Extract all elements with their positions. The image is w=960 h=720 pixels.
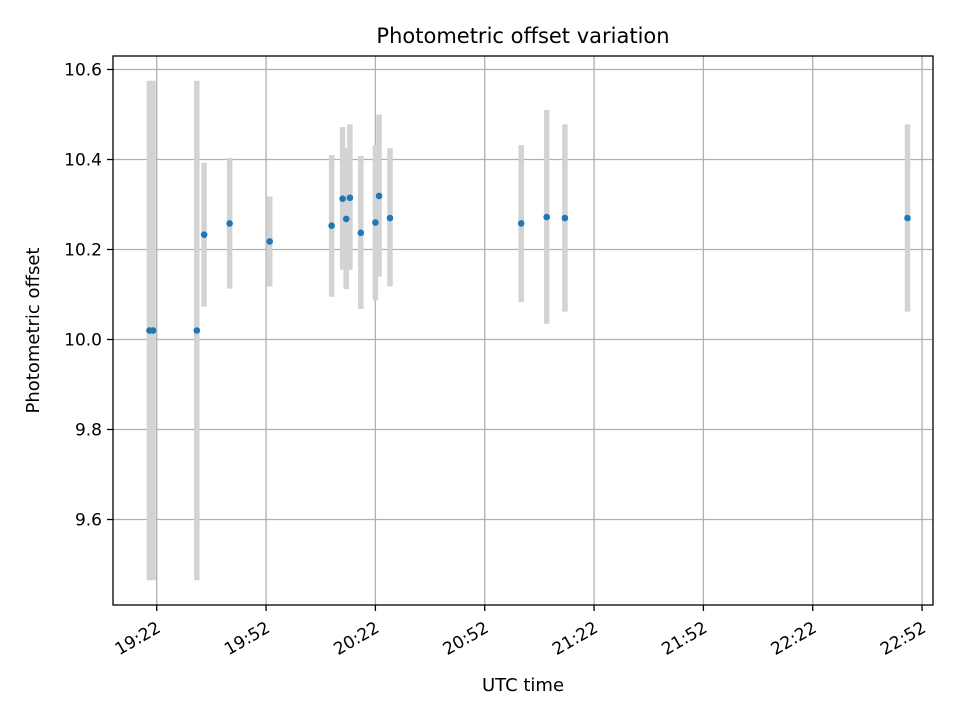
chart-title: Photometric offset variation <box>376 24 669 48</box>
y-tick-label: 9.6 <box>75 511 102 531</box>
y-tick-label: 9.8 <box>75 421 102 441</box>
y-tick-label: 10.0 <box>64 331 102 351</box>
x-axis-title: UTC time <box>482 675 564 696</box>
x-tick-label: 19:22 <box>112 618 164 660</box>
data-point <box>517 220 525 227</box>
x-tick-label: 20:22 <box>330 618 382 660</box>
data-point <box>543 213 550 221</box>
data-point <box>328 222 335 229</box>
x-tick-label: 19:52 <box>221 618 273 660</box>
data-point <box>193 327 201 334</box>
data-point <box>372 219 379 226</box>
data-points <box>146 192 911 334</box>
data-point <box>904 214 911 222</box>
data-point <box>561 214 569 222</box>
y-tick-label: 10.4 <box>64 151 102 171</box>
x-axis-ticks: 19:22 19:52 20:22 20:52 21:22 21:52 22:22 22:52 <box>112 605 930 660</box>
data-point <box>266 238 274 245</box>
data-point <box>375 192 383 200</box>
y-axis-title: Photometric offset <box>23 248 44 414</box>
data-point <box>346 194 354 202</box>
data-point <box>226 220 233 227</box>
x-tick-label: 21:52 <box>658 618 710 660</box>
x-tick-label: 21:22 <box>549 618 601 660</box>
data-point <box>342 215 350 223</box>
x-tick-label: 22:22 <box>768 618 820 660</box>
data-point <box>339 195 346 202</box>
data-point <box>386 214 394 222</box>
data-point <box>149 327 157 334</box>
x-tick-label: 20:52 <box>440 618 492 660</box>
error-bars <box>146 80 911 581</box>
data-point <box>357 229 365 237</box>
plot-frame <box>112 55 934 606</box>
data-point <box>200 231 208 238</box>
y-tick-label: 10.2 <box>64 241 102 261</box>
x-tick-label: 22:52 <box>877 618 929 660</box>
grid <box>113 56 933 605</box>
y-tick-label: 10.6 <box>64 61 102 81</box>
y-axis-ticks: 9.6 9.8 10.0 10.2 10.4 10.6 <box>64 61 113 531</box>
